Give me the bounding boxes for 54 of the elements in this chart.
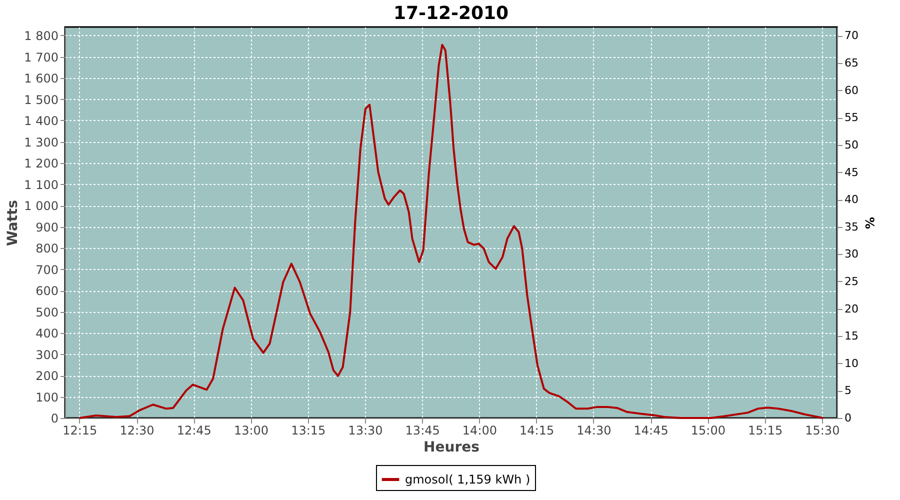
y-tick-label: 1 200 — [24, 156, 58, 170]
y2-tick-label: 5 — [844, 384, 852, 398]
x-tick-label: 13:30 — [348, 424, 383, 438]
y2-tick-label: 50 — [844, 138, 858, 152]
line-series — [78, 44, 824, 419]
y-tick-label: 1 500 — [24, 92, 58, 107]
y2-tick-label: 20 — [844, 302, 858, 316]
y-tick-label: 1 800 — [24, 29, 58, 43]
y2-tick-label: 60 — [844, 84, 858, 97]
x-tick-label: 13:00 — [234, 424, 269, 438]
y2-tick-label: 70 — [844, 29, 858, 42]
y-axis-title: Watts — [5, 200, 22, 246]
y2-tick-label: 40 — [844, 193, 858, 206]
y-tick-label: 1 400 — [24, 114, 58, 128]
y2-tick-label: 25 — [844, 274, 858, 288]
y2-axis-title: % — [862, 216, 876, 230]
x-tick-label: 14:00 — [462, 424, 498, 438]
y-tick-label: 1 600 — [24, 72, 58, 86]
x-tick-label: 14:30 — [576, 424, 612, 438]
y-tick-label: 700 — [36, 262, 58, 277]
y2-tick-label: 0 — [844, 412, 852, 424]
x-tick-label: 15:30 — [805, 424, 840, 438]
y2-tick-label: 65 — [844, 56, 858, 70]
x-tick-label: 15:00 — [690, 424, 726, 438]
legend-label: gmosol( 1,159 kWh ) — [405, 472, 530, 486]
chart-title: 17-12-2010 — [393, 3, 509, 24]
x-axis-title: Heures — [424, 440, 480, 456]
x-tick-label: 14:15 — [520, 424, 554, 438]
y2-tick-label: 10 — [844, 356, 858, 370]
y-tick-label: 300 — [36, 348, 58, 362]
y-tick-label: 1 000 — [24, 199, 58, 213]
x-tick-label: 12:15 — [62, 424, 98, 438]
y-tick-label: 800 — [36, 242, 58, 256]
y-tick-label: 400 — [36, 326, 58, 340]
y2-tick-label: 30 — [844, 248, 858, 261]
x-tick-label: 14:45 — [634, 424, 668, 438]
x-tick-label: 12:45 — [176, 424, 212, 438]
y-tick-label: 500 — [36, 305, 58, 320]
x-tick-label: 12:30 — [120, 424, 154, 438]
y-tick-label: 900 — [36, 220, 58, 234]
y2-tick-label: 35 — [844, 220, 858, 234]
y2-tick-label: 55 — [844, 111, 858, 124]
y-tick-label: 1 100 — [24, 178, 58, 192]
y-tick-label: 100 — [36, 390, 58, 404]
y-tick-label: 1 300 — [24, 135, 58, 150]
y2-tick-label: 15 — [844, 330, 858, 343]
x-tick-label: 13:15 — [291, 424, 326, 438]
y-tick-label: 600 — [36, 284, 58, 298]
x-tick-label: 15:15 — [748, 424, 783, 438]
y-tick-label: 200 — [36, 369, 58, 383]
y-tick-label: 1 700 — [24, 50, 58, 64]
x-tick-label: 13:45 — [405, 424, 440, 438]
y-tick-label: 0 — [50, 412, 58, 426]
y2-tick-label: 45 — [844, 166, 858, 179]
